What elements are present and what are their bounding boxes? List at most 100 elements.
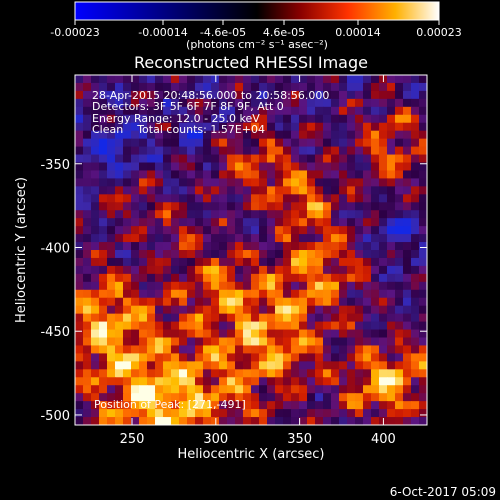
- heatmap-cell: [91, 401, 100, 410]
- heatmap-cell: [387, 289, 396, 299]
- heatmap-cell: [259, 234, 268, 243]
- heatmap-cell: [275, 297, 284, 307]
- heatmap-cell: [419, 106, 427, 116]
- heatmap-cell: [355, 265, 364, 275]
- heatmap-cell: [99, 210, 108, 219]
- heatmap-cell: [387, 162, 396, 172]
- heatmap-cell: [83, 321, 92, 331]
- heatmap-cell: [395, 329, 404, 339]
- heatmap-cell: [283, 122, 292, 132]
- heatmap-cell: [371, 170, 380, 179]
- heatmap-cell: [283, 130, 292, 140]
- heatmap-cell: [219, 98, 228, 108]
- heatmap-cell: [171, 178, 180, 187]
- heatmap-cell: [83, 114, 92, 124]
- heatmap-cell: [227, 154, 236, 164]
- heatmap-cell: [155, 281, 164, 291]
- heatmap-cell: [275, 114, 284, 124]
- heatmap-cell: [283, 234, 292, 243]
- heatmap-cell: [179, 146, 188, 156]
- heatmap-cell: [187, 289, 196, 299]
- heatmap-cell: [187, 321, 196, 331]
- heatmap-cell: [339, 154, 348, 164]
- heatmap-cell: [99, 90, 108, 100]
- heatmap-cell: [131, 218, 140, 227]
- heatmap-cell: [211, 234, 220, 243]
- heatmap-cell: [123, 162, 132, 172]
- heatmap-cell: [363, 281, 372, 291]
- heatmap-cell: [187, 186, 196, 195]
- heatmap-cell: [379, 377, 388, 386]
- heatmap-cell: [403, 210, 412, 219]
- heatmap-cell: [139, 369, 148, 378]
- heatmap-cell: [267, 417, 276, 425]
- heatmap-cell: [403, 289, 412, 299]
- heatmap-cell: [107, 289, 116, 299]
- heatmap-cell: [235, 82, 244, 92]
- heatmap-cell: [275, 178, 284, 187]
- heatmap-cell: [267, 130, 276, 140]
- heatmap-cell: [259, 289, 268, 299]
- heatmap-cell: [123, 226, 132, 235]
- heatmap-cell: [163, 297, 172, 307]
- heatmap-cell: [267, 297, 276, 307]
- heatmap-cell: [115, 138, 124, 148]
- heatmap-cell: [99, 186, 108, 195]
- heatmap-cell: [211, 138, 220, 148]
- heatmap-cell: [251, 106, 260, 116]
- heatmap-cell: [219, 210, 228, 219]
- heatmap-cell: [123, 75, 132, 84]
- heatmap-cell: [251, 90, 260, 100]
- heatmap-cell: [387, 281, 396, 291]
- heatmap-cell: [323, 250, 332, 259]
- heatmap-cell: [123, 122, 132, 132]
- heatmap-cell: [147, 257, 156, 267]
- heatmap-cell: [395, 90, 404, 100]
- heatmap-cell: [275, 409, 284, 418]
- heatmap-cell: [147, 361, 156, 370]
- heatmap-cell: [339, 321, 348, 331]
- heatmap-cell: [147, 90, 156, 100]
- heatmap-cell: [187, 146, 196, 156]
- heatmap-cell: [115, 281, 124, 291]
- heatmap-cell: [171, 401, 180, 410]
- heatmap-cell: [155, 345, 164, 354]
- heatmap-cell: [195, 210, 204, 219]
- heatmap-cell: [403, 250, 412, 259]
- heatmap-cell: [139, 202, 148, 211]
- heatmap-cell: [267, 202, 276, 211]
- heatmap-cell: [291, 417, 300, 425]
- heatmap-cell: [419, 281, 427, 291]
- heatmap-cell: [147, 242, 156, 251]
- heatmap-cell: [227, 130, 236, 140]
- heatmap-cell: [323, 345, 332, 354]
- heatmap-cell: [363, 313, 372, 323]
- heatmap-cell: [75, 234, 84, 243]
- heatmap-cell: [403, 337, 412, 347]
- heatmap-cell: [203, 154, 212, 164]
- heatmap-cell: [99, 377, 108, 386]
- heatmap-cell: [259, 218, 268, 227]
- heatmap-cell: [155, 289, 164, 299]
- heatmap-cell: [163, 90, 172, 100]
- heatmap-cell: [331, 297, 340, 307]
- heatmap-cell: [219, 409, 228, 418]
- heatmap-cell: [259, 178, 268, 187]
- heatmap-cell: [139, 130, 148, 140]
- heatmap-cell: [139, 122, 148, 132]
- heatmap-cell: [203, 321, 212, 331]
- heatmap-cell: [147, 98, 156, 108]
- heatmap-cell: [387, 114, 396, 124]
- heatmap-cell: [99, 265, 108, 275]
- heatmap-cell: [163, 122, 172, 132]
- heatmap-cell: [307, 369, 316, 378]
- heatmap-cell: [339, 401, 348, 410]
- heatmap-cell: [115, 313, 124, 323]
- heatmap-cell: [387, 226, 396, 235]
- heatmap-cell: [91, 329, 100, 339]
- heatmap-cell: [267, 401, 276, 410]
- heatmap-cell: [347, 385, 356, 394]
- heatmap-cell: [251, 202, 260, 211]
- heatmap-cell: [283, 401, 292, 410]
- heatmap-cell: [219, 146, 228, 156]
